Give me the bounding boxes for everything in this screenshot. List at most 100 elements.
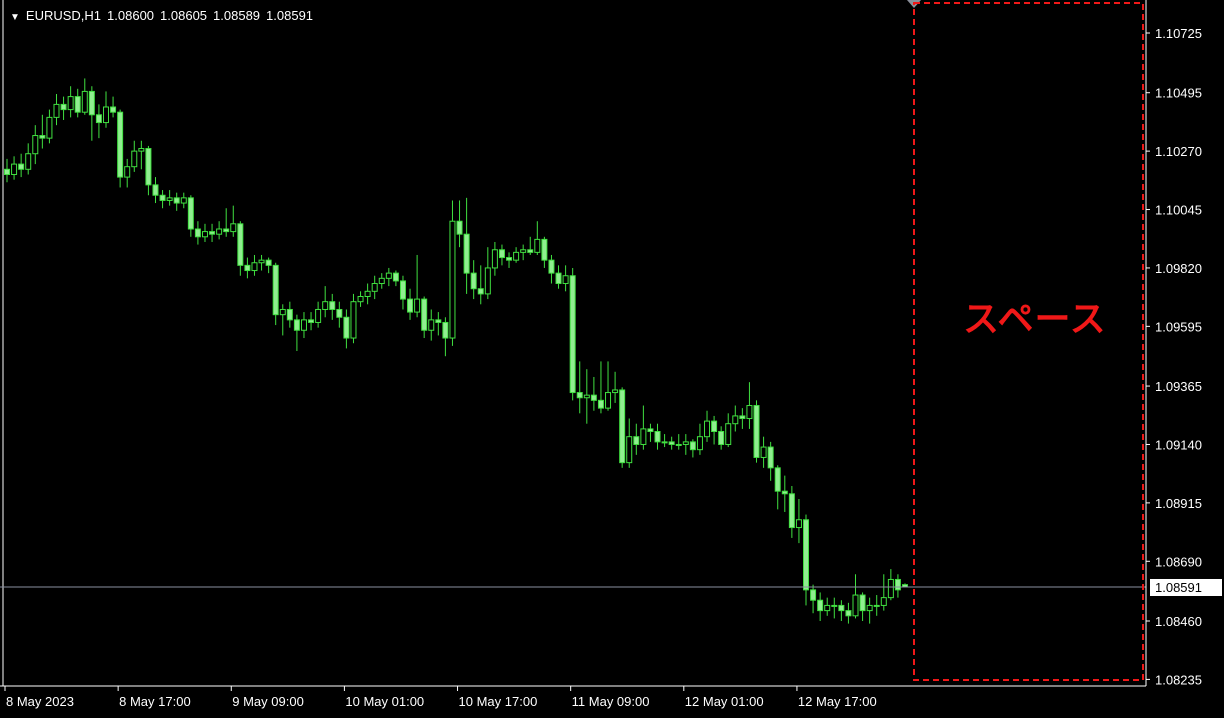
candle — [506, 252, 513, 268]
candle-body-bullish — [675, 443, 682, 446]
candle — [498, 244, 505, 266]
candle — [399, 275, 406, 310]
candle-body-bearish — [498, 249, 505, 259]
candle — [244, 257, 251, 279]
time-axis[interactable]: 8 May 2023 8 May 17:00 9 May 09:00 10 May 0… — [4, 686, 877, 709]
candle — [209, 223, 216, 242]
candle — [491, 241, 498, 276]
triangle-down-icon[interactable]: ▼ — [10, 12, 20, 23]
candle-body-bearish — [654, 430, 661, 443]
time-tick-label: 12 May 17:00 — [798, 694, 877, 709]
candle — [11, 156, 18, 180]
candle — [873, 595, 880, 616]
candle-body-bearish — [237, 223, 244, 266]
candle-body-bearish — [633, 436, 640, 445]
candle-body-bearish — [4, 168, 10, 175]
price-tick-label: 1.10045 — [1155, 203, 1202, 218]
candle — [385, 267, 392, 287]
candle — [541, 236, 548, 268]
candle-body-bearish — [767, 446, 774, 469]
candle — [633, 423, 640, 455]
open-price: 1.08600 — [107, 8, 155, 23]
candle — [583, 369, 590, 424]
candle-body-bearish — [392, 272, 399, 282]
candle — [187, 195, 194, 237]
candle — [520, 244, 527, 261]
candle — [449, 200, 456, 346]
candle-body-bullish — [428, 319, 435, 331]
candle — [201, 223, 208, 242]
candle — [230, 205, 237, 237]
candle — [159, 190, 166, 209]
candle — [597, 361, 604, 414]
candle — [788, 486, 795, 538]
candles-layer — [4, 78, 908, 624]
candle-body-bearish — [223, 228, 230, 233]
candle — [138, 140, 145, 170]
candle — [711, 415, 718, 445]
candle — [322, 286, 329, 318]
candle — [308, 312, 315, 331]
candle — [484, 247, 491, 300]
candle-body-bearish — [470, 272, 477, 290]
candle-body-bearish — [477, 288, 484, 295]
candle — [272, 262, 279, 326]
candle — [470, 260, 477, 300]
candle — [548, 254, 555, 284]
candle-body-bearish — [442, 321, 449, 339]
candle — [60, 96, 67, 120]
candle-body-bullish — [605, 392, 612, 409]
candle-body-bullish — [449, 220, 456, 339]
candle-body-bearish — [506, 257, 513, 261]
price-axis[interactable]: 1.10725 1.10495 1.10270 1.10045 1.09820 1.095… — [1146, 26, 1202, 687]
space-highlight-box — [913, 2, 1144, 681]
candle-body-bullish — [11, 163, 18, 175]
candle-body-bullish — [880, 597, 887, 606]
candle — [237, 221, 244, 276]
candle-body-bullish — [315, 308, 322, 323]
candle-body-bearish — [265, 259, 272, 266]
candle — [378, 273, 385, 289]
candle — [682, 434, 689, 455]
candle-body-bullish — [583, 394, 590, 399]
candle-body-bearish — [555, 272, 562, 285]
candle-body-bearish — [845, 610, 852, 617]
candle-body-bearish — [187, 197, 194, 230]
candle-body-bullish — [350, 301, 357, 339]
candle — [534, 221, 541, 255]
candle — [102, 91, 109, 128]
candle — [810, 584, 817, 614]
candle-body-bearish — [39, 135, 46, 139]
candle-body-bearish — [711, 420, 718, 432]
candle — [626, 418, 633, 468]
candle — [180, 192, 187, 209]
candle — [838, 600, 845, 621]
candle — [866, 597, 873, 624]
candle — [110, 96, 117, 118]
candle-body-bullish — [251, 262, 258, 272]
price-tick-label: 1.09365 — [1155, 379, 1202, 394]
symbol-label: EURUSD,H1 — [25, 8, 102, 23]
candle — [53, 94, 60, 126]
time-tick-label: 11 May 09:00 — [572, 694, 650, 709]
candle — [152, 177, 159, 204]
candle-body-bearish — [810, 589, 817, 601]
candle — [831, 597, 838, 619]
candle-body-bullish — [612, 389, 619, 394]
candle — [315, 301, 322, 328]
time-tick-label: 8 May 17:00 — [119, 694, 191, 709]
candle — [46, 109, 53, 144]
candle-body-bearish — [569, 275, 576, 394]
candle-body-bullish — [258, 259, 265, 264]
candle — [824, 597, 831, 616]
candle — [456, 200, 463, 248]
candle-body-bullish — [138, 148, 145, 152]
candle — [39, 114, 46, 149]
candle — [74, 88, 81, 118]
candle — [640, 405, 647, 450]
candle-body-bullish — [300, 319, 307, 331]
close-price: 1.08591 — [266, 8, 314, 23]
candle-body-bearish — [597, 399, 604, 409]
